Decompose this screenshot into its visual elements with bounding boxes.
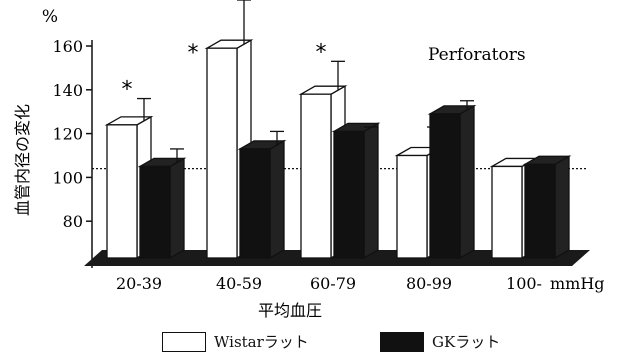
y-tick-label: 120 [52,125,83,144]
bar [427,100,477,260]
x-axis-label: 平均血圧 [258,301,322,320]
legend-label-wistar: Wistarラット [214,333,309,351]
bar [137,148,187,260]
legend-item-wistar: Wistarラット [162,331,309,352]
legend-swatch-gk [380,331,424,352]
bar [237,130,287,260]
x-tick-label: 60-79 [310,274,356,293]
labels: * 20-39 * 40-59 * 60-79 80-99 100- [116,40,542,293]
x-tick-label: 80-99 [406,274,452,293]
bar-front [206,47,238,259]
chart-title: Perforators [428,45,526,65]
bar-front [524,163,556,259]
x-tick-label: 40-59 [216,274,262,293]
bar [522,155,572,260]
bar-side [269,139,285,260]
bar-front [396,154,428,259]
bar-front [239,148,271,259]
bar-side [459,104,475,260]
y-tick-label: 80 [63,212,83,231]
bar-front [429,113,461,259]
significance-marker: * [122,78,133,103]
y-axis-label: 血管内径の変化 [13,104,32,216]
bar-side [554,155,570,260]
significance-marker: * [316,40,327,65]
bar-front [333,130,365,259]
bars [104,0,572,260]
bar-front [491,165,523,259]
bar-side [169,157,185,260]
x-tick-label: 20-39 [116,274,162,293]
x-unit-label: mmHg [550,274,605,293]
legend-swatch-wistar [162,331,206,352]
legend-item-gk: GKラット [380,331,500,352]
significance-marker: * [188,41,199,66]
x-tick-label: 100- [506,274,542,293]
bar-side [363,122,379,260]
y-tick-label: 140 [52,81,83,100]
legend-label-gk: GKラット [432,333,501,351]
y-unit-label: % [42,7,58,27]
bar [331,122,381,260]
bar-front [106,124,138,259]
y-tick-label: 100 [52,168,83,187]
bar-front [139,165,171,259]
y-tick-label: 160 [52,37,83,56]
bar-front [300,93,332,259]
